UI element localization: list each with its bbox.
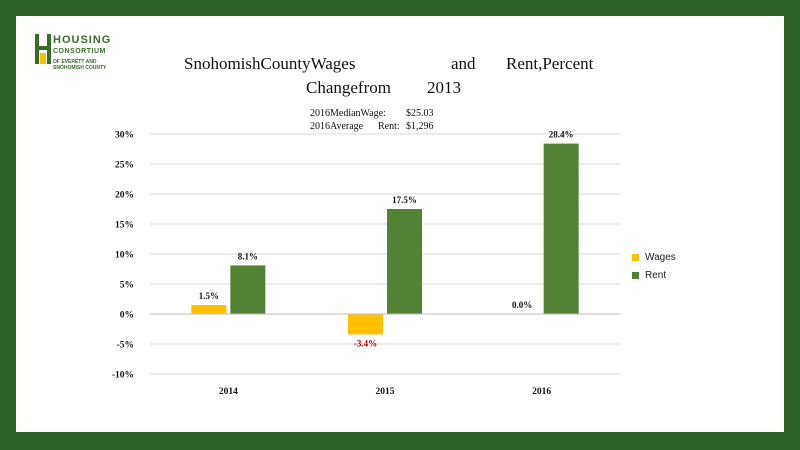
legend-item-wages: Wages (632, 248, 676, 266)
title-part-e: 2013 (427, 78, 461, 97)
bar-rent-2016 (543, 143, 579, 314)
title-part-a: SnohomishCountyWages (184, 54, 356, 73)
y-tick-label: 20% (115, 191, 134, 201)
data-label: 8.1% (238, 251, 258, 261)
title-part-b: and (451, 54, 476, 73)
y-tick-label: -10% (112, 371, 134, 381)
x-tick-label: 2015 (376, 387, 395, 397)
legend-label-rent: Rent (645, 269, 667, 281)
data-label: 1.5% (199, 291, 219, 301)
data-label: 28.4% (549, 130, 574, 140)
y-tick-label: 15% (115, 221, 134, 231)
legend-item-rent: Rent (632, 266, 676, 284)
title-part-c: Rent,Percent (506, 54, 594, 73)
median-wage-label: 2016MedianWage: (310, 108, 386, 119)
data-label: -3.4% (354, 338, 377, 348)
x-tick-label: 2014 (219, 387, 238, 397)
logo-text-region: OF EVERETT AND SNOHOMISH COUNTY (53, 59, 107, 71)
bar-wages-2015 (348, 314, 383, 335)
slide-frame: HOUSING CONSORTIUM OF EVERETT AND SNOHOM… (16, 16, 784, 432)
logo-text-housing: HOUSING (53, 34, 112, 46)
x-tick-label: 2016 (532, 387, 551, 397)
legend-label-wages: Wages (645, 251, 676, 263)
average-rent-value: $1,296 (406, 121, 434, 132)
house-icon (35, 34, 51, 64)
logo-text-consortium: CONSORTIUM (53, 48, 106, 55)
y-tick-label: 0% (120, 311, 134, 321)
bar-rent-2014 (230, 265, 266, 314)
legend-swatch-wages (632, 253, 639, 261)
y-tick-label: 5% (120, 281, 134, 291)
y-tick-label: 10% (115, 251, 134, 261)
y-tick-label: 30% (115, 131, 134, 141)
average-rent-label-a: 2016Average (310, 121, 364, 132)
data-label: 0.0% (512, 300, 532, 310)
title-part-d: Changefrom (306, 78, 391, 97)
housing-consortium-logo: HOUSING CONSORTIUM OF EVERETT AND SNOHOM… (34, 32, 116, 84)
median-wage-value: $25.03 (406, 108, 434, 119)
bar-chart: 30% 25% 20% 15% 10% 5% 0% -5% -10% 1.5% 8.1% 2014 -3… (112, 130, 620, 397)
data-label: 17.5% (392, 195, 417, 205)
y-tick-label: -5% (117, 341, 134, 351)
y-tick-label: 25% (115, 161, 134, 171)
chart-legend: Wages Rent (632, 248, 676, 284)
bar-wages-2014 (191, 305, 227, 314)
legend-swatch-rent (632, 271, 639, 279)
average-rent-label-b: Rent: (378, 121, 400, 132)
bar-rent-2015 (387, 209, 422, 314)
